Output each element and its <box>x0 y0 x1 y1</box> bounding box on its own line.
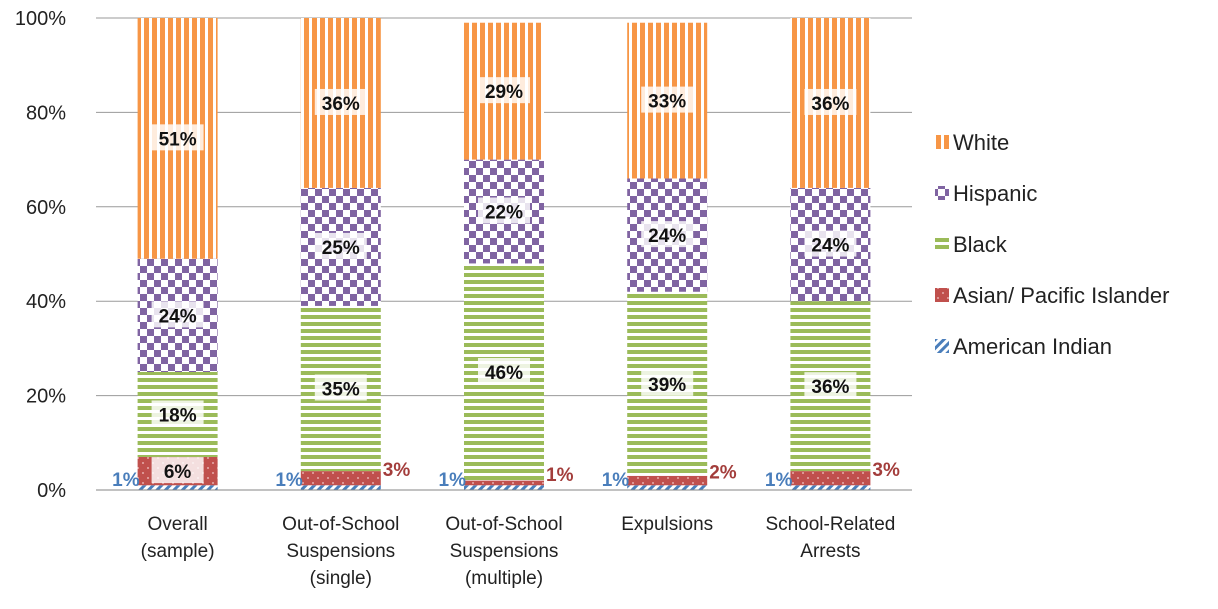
y-tick-label: 60% <box>26 197 66 219</box>
data-label: 29% <box>485 82 523 103</box>
data-label-background <box>151 457 204 484</box>
category-label: Arrests <box>800 541 860 562</box>
data-label-background <box>478 77 530 104</box>
data-label: 46% <box>485 363 523 384</box>
data-label-background <box>314 88 367 115</box>
category-label: Expulsions <box>621 514 713 535</box>
data-label: 1% <box>765 470 793 491</box>
data-label: 1% <box>439 470 467 491</box>
y-tick-label: 20% <box>26 386 66 408</box>
data-label-background <box>314 232 367 259</box>
data-label-background <box>478 358 530 384</box>
legend-label: White <box>953 130 1009 155</box>
data-labels: 1% 6% 18% 24% 51% 1% 3% 35% 25% 36% 1% 1% 46% 22% 29% 1… <box>112 77 900 491</box>
legend-swatch <box>935 288 949 302</box>
legend-swatch <box>935 339 949 353</box>
data-label-background <box>151 400 204 427</box>
category-label: (single) <box>310 568 372 589</box>
legend-swatch <box>935 135 949 149</box>
bar-segment <box>300 485 381 490</box>
data-label-background <box>804 372 857 399</box>
bar-segment <box>790 471 871 486</box>
category-label: Suspensions <box>286 541 395 562</box>
legend-swatch <box>935 186 949 200</box>
y-tick-label: 100% <box>15 8 66 30</box>
data-label: 1% <box>546 465 574 486</box>
y-axis: 0% 20% 40% 60% 80% 100% <box>15 8 66 502</box>
category-label: Overall <box>148 514 208 535</box>
data-label: 3% <box>383 460 411 481</box>
data-label: 24% <box>159 306 197 327</box>
data-label: 51% <box>159 129 197 150</box>
bar-segment <box>627 485 708 490</box>
bar-segment <box>300 471 381 486</box>
x-axis: Overall (sample) Out-of-School Suspensions (… <box>96 489 912 589</box>
data-label: 18% <box>159 405 197 426</box>
y-tick-label: 40% <box>26 291 66 313</box>
legend-label: Black <box>953 232 1008 257</box>
data-label: 24% <box>811 236 849 257</box>
data-label: 36% <box>811 94 849 115</box>
category-label: (sample) <box>141 541 215 562</box>
data-label-background <box>641 369 694 396</box>
legend-label: Asian/ Pacific Islander <box>953 283 1169 308</box>
data-label: 1% <box>112 470 140 491</box>
data-label: 36% <box>811 377 849 398</box>
data-label: 25% <box>322 238 360 259</box>
data-label-background <box>314 374 367 401</box>
data-label-background <box>151 301 204 328</box>
y-tick-label: 0% <box>37 480 66 502</box>
data-label: 22% <box>485 203 523 224</box>
bar-segment <box>137 485 218 490</box>
data-label-background <box>478 197 530 224</box>
category-label: (multiple) <box>465 568 543 589</box>
bar-segment <box>464 485 544 490</box>
data-label: 6% <box>164 462 192 483</box>
legend-label: American Indian <box>953 334 1112 359</box>
category-label: Out-of-School <box>445 514 562 535</box>
y-tick-label: 80% <box>26 102 66 124</box>
data-label-background <box>641 221 694 248</box>
data-label: 1% <box>275 470 303 491</box>
data-label: 3% <box>872 460 900 481</box>
legend-label: Hispanic <box>953 181 1037 206</box>
category-label: Suspensions <box>450 541 559 562</box>
data-label: 35% <box>322 380 360 401</box>
data-label-background <box>641 86 694 113</box>
data-label: 39% <box>648 375 686 396</box>
data-label: 33% <box>648 92 686 113</box>
data-label: 2% <box>709 463 737 484</box>
legend: White Hispanic Black Asian/ Pacific Islande… <box>935 130 1169 359</box>
category-label: Out-of-School <box>282 514 399 535</box>
bar-segment <box>464 480 544 486</box>
data-label: 24% <box>648 226 686 247</box>
data-label-background <box>804 88 857 115</box>
data-label: 36% <box>322 94 360 115</box>
category-label: School-Related <box>765 514 895 535</box>
data-label-background <box>804 230 857 257</box>
bar-segment <box>790 485 871 490</box>
bar-segment <box>627 475 708 486</box>
data-label: 1% <box>602 470 630 491</box>
data-label-background <box>151 124 204 151</box>
legend-swatch <box>935 237 949 251</box>
